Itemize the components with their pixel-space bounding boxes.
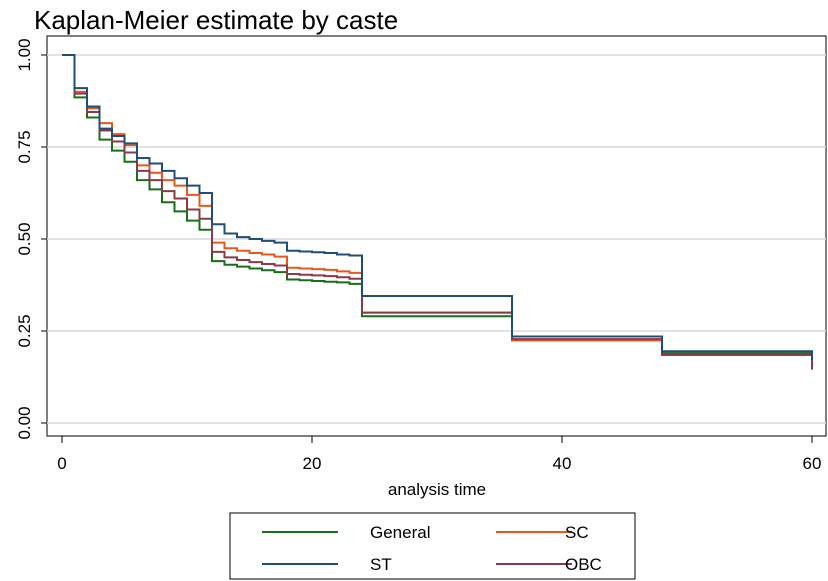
y-tick-label: 0.25 [15, 314, 34, 347]
x-tick-label: 40 [553, 454, 572, 473]
y-tick-label: 1.00 [15, 38, 34, 71]
x-axis: 0 20 40 60 [57, 436, 821, 473]
legend-label-general: General [370, 523, 430, 542]
legend: General SC ST OBC [229, 512, 636, 580]
grid-lines [47, 54, 826, 424]
legend-label-obc: OBC [565, 555, 602, 574]
y-tick-label: 0.75 [15, 130, 34, 163]
series-line-st [62, 54, 813, 361]
plot-area [46, 35, 827, 437]
legend-box [229, 512, 636, 580]
y-axis: 0.00 0.25 0.50 0.75 1.00 [15, 38, 47, 440]
series-line-sc [62, 54, 813, 366]
chart-title: Kaplan-Meier estimate by caste [34, 5, 398, 35]
x-axis-label: analysis time [388, 480, 486, 499]
y-tick-label: 0.00 [15, 406, 34, 439]
x-tick-label: 0 [57, 454, 66, 473]
survival-curves [62, 54, 813, 370]
y-tick-label: 0.50 [15, 222, 34, 255]
legend-label-sc: SC [565, 523, 589, 542]
legend-label-st: ST [370, 555, 392, 574]
x-tick-label: 60 [803, 454, 822, 473]
plot-frame [46, 35, 827, 437]
x-tick-label: 20 [303, 454, 322, 473]
